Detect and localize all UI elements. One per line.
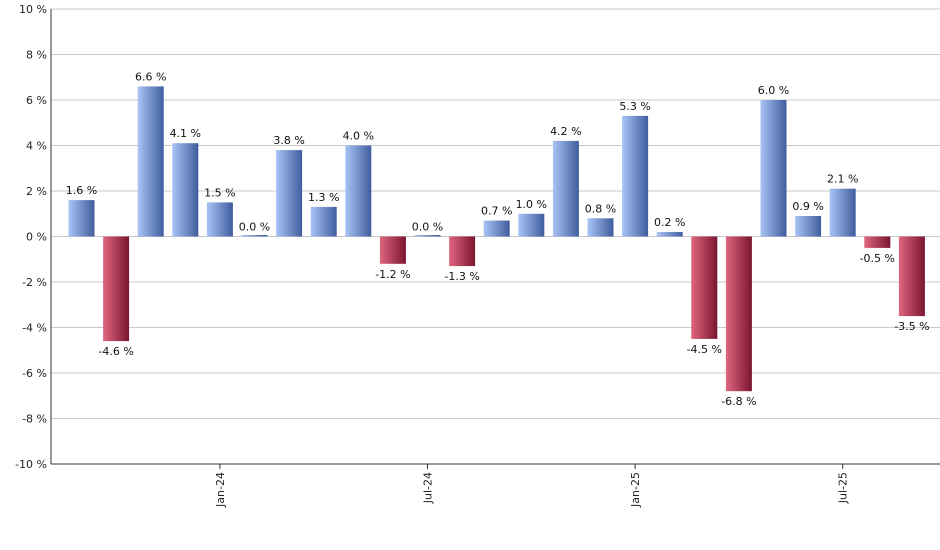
bar-apr-25 <box>725 236 752 392</box>
data-label: 5.3 % <box>619 100 650 113</box>
bar-oct-24 <box>518 213 545 237</box>
data-label: -3.5 % <box>894 320 929 333</box>
y-tick-label: -2 % <box>22 276 47 289</box>
data-label: 1.6 % <box>66 184 97 197</box>
x-tick-label: Jul-25 <box>837 472 850 504</box>
axes: -10 % -8 % -6 % -4 % -2 % 0 % 2 % 4 % 6 % 8 % 10 %… <box>15 3 940 508</box>
data-label: 1.3 % <box>308 191 339 204</box>
data-label: 0.8 % <box>585 202 616 215</box>
y-tick-label: 8 % <box>26 49 47 62</box>
bar-nov-23 <box>137 86 164 237</box>
x-tick-label: Jan-24 <box>214 472 227 508</box>
data-label: -4.5 % <box>687 343 722 356</box>
data-label: -0.5 % <box>860 252 895 265</box>
y-tick-label: -8 % <box>22 413 47 426</box>
data-label: 4.2 % <box>550 125 581 138</box>
y-tick-label: 2 % <box>26 185 47 198</box>
bar-may-24 <box>345 145 372 237</box>
data-label: 4.1 % <box>170 127 201 140</box>
bar-feb-24 <box>241 235 268 237</box>
bar-mar-24 <box>276 150 303 237</box>
y-tick-label: -10 % <box>15 458 47 471</box>
bar-sep-25 <box>898 236 925 317</box>
data-label: 0.9 % <box>792 200 823 213</box>
data-label: 2.1 % <box>827 173 858 186</box>
data-label: -6.8 % <box>721 395 756 408</box>
bar-sep-24 <box>483 220 510 237</box>
bar-dec-24 <box>587 218 614 237</box>
bar-nov-24 <box>552 140 579 237</box>
bar-jul-25 <box>829 188 856 237</box>
bar-aug-24 <box>449 236 476 267</box>
bar-jul-24 <box>414 235 441 237</box>
data-label: 0.7 % <box>481 205 512 218</box>
data-label: 0.0 % <box>239 221 270 234</box>
x-tick-label: Jul-24 <box>422 472 435 504</box>
bar-dec-23 <box>172 143 199 237</box>
y-tick-label: -4 % <box>22 322 47 335</box>
y-tick-label: -6 % <box>22 367 47 380</box>
bar-jun-25 <box>795 216 822 237</box>
data-label: 0.2 % <box>654 216 685 229</box>
data-label: -1.2 % <box>375 268 410 281</box>
data-label: -4.6 % <box>98 345 133 358</box>
bar-jan-24 <box>206 202 233 237</box>
y-tick-label: 0 % <box>26 231 47 244</box>
data-label: 1.5 % <box>204 186 235 199</box>
data-label: 6.0 % <box>758 84 789 97</box>
data-label: -1.3 % <box>444 270 479 283</box>
bar-jun-24 <box>379 236 406 264</box>
data-label: 6.6 % <box>135 70 166 83</box>
data-labels: 1.6 % -4.6 % 6.6 % 4.1 % 1.5 % 0.0 % 3.8 % 1.3 … <box>66 70 930 408</box>
bar-apr-24 <box>310 206 337 237</box>
y-tick-label: 10 % <box>19 3 47 16</box>
bar-feb-25 <box>656 232 683 237</box>
data-label: 4.0 % <box>343 130 374 143</box>
bar-may-25 <box>760 100 787 237</box>
data-label: 0.0 % <box>412 221 443 234</box>
bar-aug-25 <box>864 236 891 248</box>
bar-mar-25 <box>691 236 718 339</box>
y-tick-label: 6 % <box>26 94 47 107</box>
data-label: 1.0 % <box>516 198 547 211</box>
bars <box>68 86 925 392</box>
data-label: 3.8 % <box>273 134 304 147</box>
bar-oct-23 <box>103 236 130 342</box>
x-tick-label: Jan-25 <box>629 472 642 508</box>
bar-jan-25 <box>622 115 649 237</box>
y-tick-label: 4 % <box>26 140 47 153</box>
bar-sep-23 <box>68 200 95 237</box>
